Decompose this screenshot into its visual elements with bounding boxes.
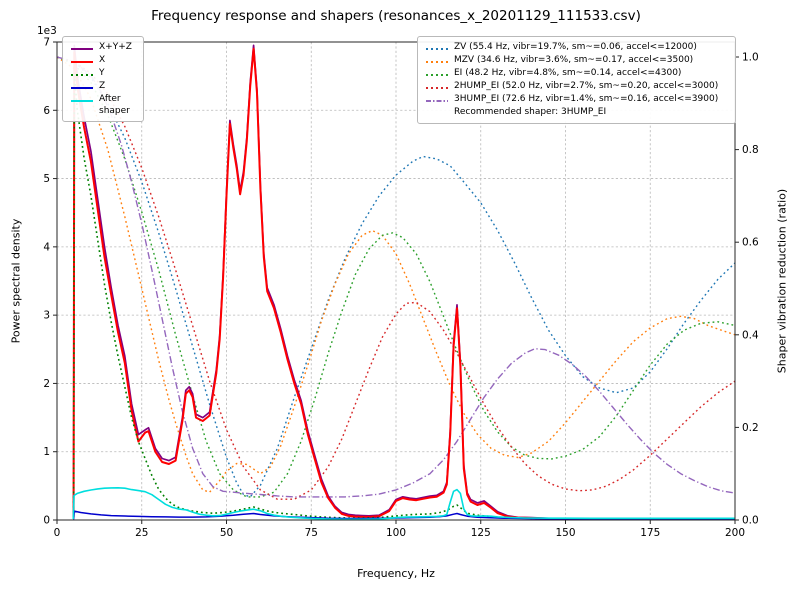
legend-item-label: X bbox=[99, 55, 106, 65]
legend-item-label: Y bbox=[99, 68, 105, 78]
y-right-tick-label: 0.8 bbox=[742, 144, 759, 156]
legend-item: X+Y+Z bbox=[70, 42, 136, 54]
chart-title: Frequency response and shapers (resonanc… bbox=[151, 8, 641, 24]
y-right-tick-label: 0.0 bbox=[742, 515, 759, 527]
y-left-tick-label: 6 bbox=[43, 105, 50, 117]
legend-psd: X+Y+Z X Y Z After shaper bbox=[62, 36, 144, 123]
legend-item-label: ZV (55.4 Hz, vibr=19.7%, sm~=0.06, accel… bbox=[454, 42, 697, 52]
x-tick-label: 175 bbox=[640, 527, 660, 539]
y-left-tick-label: 2 bbox=[43, 378, 50, 390]
y-right-tick-label: 0.2 bbox=[742, 422, 759, 434]
y-left-tick-label: 5 bbox=[43, 173, 50, 185]
legend-line-sample bbox=[71, 61, 93, 63]
y-left-tick-label: 1 bbox=[43, 446, 50, 458]
legend-item-label: X+Y+Z bbox=[99, 42, 132, 52]
legend-item: Z bbox=[70, 81, 136, 93]
legend-line-sample bbox=[71, 74, 93, 76]
legend-item: MZV (34.6 Hz, vibr=3.6%, sm~=0.17, accel… bbox=[425, 55, 728, 67]
y-axis-scale-offset: 1e3 bbox=[37, 25, 57, 37]
y-left-tick-label: 7 bbox=[43, 37, 50, 49]
legend-blank-sample bbox=[425, 109, 449, 119]
legend-line-sample bbox=[426, 61, 448, 63]
shaper-curve-3HUMP_EI bbox=[57, 56, 735, 498]
legend-shaper: ZV (55.4 Hz, vibr=19.7%, sm~=0.06, accel… bbox=[417, 36, 736, 124]
legend-item: Recommended shaper: 3HUMP_EI bbox=[425, 107, 728, 119]
x-axis-label: Frequency, Hz bbox=[357, 567, 435, 580]
y-left-tick-label: 3 bbox=[43, 310, 50, 322]
y-right-tick-label: 0.4 bbox=[742, 329, 759, 341]
legend-item: X bbox=[70, 55, 136, 67]
legend-item: After shaper bbox=[70, 94, 136, 117]
legend-item-label: 3HUMP_EI (72.6 Hz, vibr=1.4%, sm~=0.16, … bbox=[454, 94, 719, 104]
x-tick-label: 25 bbox=[135, 527, 148, 539]
shaper-curve-2HUMP_EI bbox=[57, 56, 735, 500]
y-right-tick-label: 0.6 bbox=[742, 237, 759, 249]
psd-curve-after-shaper bbox=[72, 487, 735, 520]
y-axis-label-right: Shaper vibration reduction (ratio) bbox=[775, 188, 789, 374]
x-tick-label: 200 bbox=[725, 527, 745, 539]
x-tick-label: 150 bbox=[555, 527, 575, 539]
legend-item: EI (48.2 Hz, vibr=4.8%, sm~=0.14, accel<… bbox=[425, 68, 728, 80]
legend-item-label: After shaper bbox=[99, 94, 130, 116]
x-tick-label: 100 bbox=[386, 527, 406, 539]
legend-item: 2HUMP_EI (52.0 Hz, vibr=2.7%, sm~=0.20, … bbox=[425, 81, 728, 93]
shaper-curve-ZV bbox=[57, 56, 735, 498]
legend-line-sample bbox=[426, 100, 448, 102]
legend-line-sample bbox=[426, 74, 448, 76]
y-axis-label-left: Power spectral density bbox=[9, 218, 23, 344]
x-tick-label: 0 bbox=[54, 527, 61, 539]
shaper-curve-MZV bbox=[57, 56, 735, 493]
legend-line-sample bbox=[71, 48, 93, 50]
x-tick-label: 75 bbox=[305, 527, 318, 539]
legend-line-sample bbox=[71, 87, 93, 89]
legend-item-label: Z bbox=[99, 81, 106, 91]
x-tick-label: 125 bbox=[471, 527, 491, 539]
legend-item: Y bbox=[70, 68, 136, 80]
psd-curve-y bbox=[72, 71, 735, 520]
legend-item-label: Recommended shaper: 3HUMP_EI bbox=[454, 107, 607, 117]
curves-group bbox=[57, 44, 735, 520]
legend-item: 3HUMP_EI (72.6 Hz, vibr=1.4%, sm~=0.16, … bbox=[425, 94, 728, 106]
psd-curve-x bbox=[72, 47, 735, 520]
legend-line-sample bbox=[426, 48, 448, 50]
legend-item-label: 2HUMP_EI (52.0 Hz, vibr=2.7%, sm~=0.20, … bbox=[454, 81, 719, 91]
legend-item-label: MZV (34.6 Hz, vibr=3.6%, sm~=0.17, accel… bbox=[454, 55, 694, 65]
y-right-tick-label: 1.0 bbox=[742, 52, 759, 64]
legend-line-sample bbox=[71, 100, 93, 102]
legend-item-label: EI (48.2 Hz, vibr=4.8%, sm~=0.14, accel<… bbox=[454, 68, 682, 78]
shaper-curve-EI bbox=[57, 56, 735, 498]
y-left-tick-label: 0 bbox=[43, 515, 50, 527]
x-tick-label: 50 bbox=[220, 527, 233, 539]
legend-item: ZV (55.4 Hz, vibr=19.7%, sm~=0.06, accel… bbox=[425, 42, 728, 54]
legend-line-sample bbox=[426, 87, 448, 89]
y-left-tick-label: 4 bbox=[43, 241, 50, 253]
